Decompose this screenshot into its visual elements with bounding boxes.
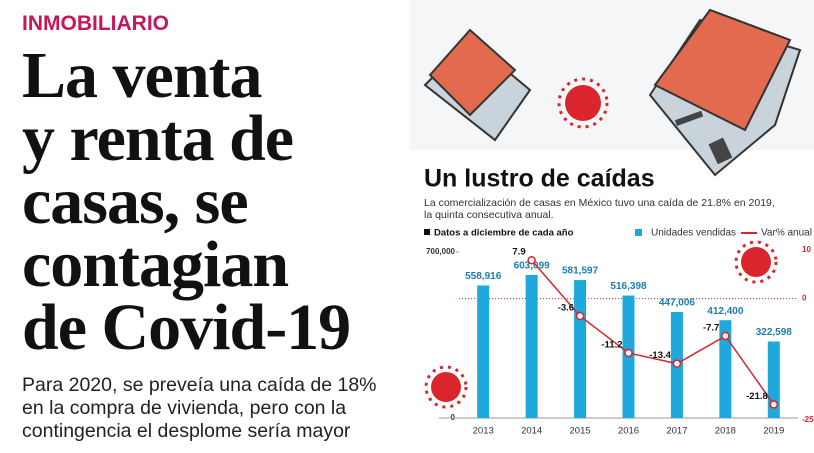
headline-line: y renta de (22, 102, 294, 175)
bar (719, 320, 732, 418)
x-tick-label: 2019 (763, 426, 784, 437)
headline-line: contagian (22, 228, 289, 301)
x-tick-label: 2013 (473, 426, 494, 437)
line-value-label: -13.4 (649, 350, 671, 361)
y-tick-label: 700,000 (426, 247, 455, 256)
headline: La venta y renta de casas, se contagian … (22, 39, 351, 364)
chart-title: Un lustro de caídas (424, 165, 655, 193)
virus (557, 77, 609, 129)
bar-value-label: 516,398 (610, 281, 647, 292)
chart-description: La comercialización de casas en México t… (424, 197, 775, 209)
line-point (672, 359, 682, 368)
chart-description: la quinta consecutiva anual. (424, 209, 554, 221)
line (531, 259, 775, 405)
subtitle-line: contingencia el desplome sería mayor (22, 420, 351, 442)
line-value-label: -11.2 (601, 339, 622, 350)
chart-note: Datos a diciembre de cada año (434, 228, 574, 239)
y2-tick-label: 0 (802, 294, 807, 303)
headline-line: La venta (22, 39, 263, 112)
line-point (721, 331, 730, 341)
section-label: INMOBILIARIO (22, 12, 169, 35)
line-point (575, 311, 585, 321)
subtitle-line: en la compra de vivienda, pero con la (22, 397, 347, 419)
line-value-label: 7.9 (512, 247, 525, 258)
legend-label: Var% anual (761, 228, 812, 239)
line-point (624, 348, 633, 358)
bar (767, 341, 780, 418)
legend-swatch (635, 229, 642, 236)
house-window (674, 110, 704, 126)
virus (424, 365, 468, 409)
y2-tick-label: -25 (802, 415, 814, 424)
house-door (708, 137, 733, 165)
bar-value-label: 322,598 (756, 327, 793, 338)
bar-value-label: 447,006 (659, 298, 696, 309)
x-tick-label: 2017 (666, 426, 687, 437)
house-roof (653, 8, 792, 132)
headline-line: de Covid-19 (22, 291, 351, 364)
x-tick-label: 2014 (521, 426, 542, 437)
virus (734, 240, 778, 284)
line-value-label: -7.7 (703, 322, 719, 333)
bar (525, 274, 538, 418)
bar-value-label: 412,400 (707, 306, 744, 317)
legend-label: Unidades vendidas (651, 228, 736, 239)
bar-value-label: 603,099 (514, 261, 551, 272)
x-tick-label: 2018 (715, 426, 736, 437)
subtitle: Para 2020, se preveía una caída de 18% e… (22, 374, 377, 443)
bar (477, 285, 490, 418)
bar-value-label: 581,597 (562, 266, 599, 277)
x-tick-label: 2016 (618, 426, 639, 437)
subtitle-line: Para 2020, se preveía una caída de 18% (22, 374, 377, 396)
y2-tick-label: 10 (802, 245, 811, 254)
line-value-label: -3.6 (558, 303, 574, 314)
bar-value-label: 558,916 (465, 271, 502, 282)
x-tick-label: 2015 (570, 426, 591, 437)
line-value-label: -21.8 (746, 391, 768, 402)
headline-line: casas, se (22, 165, 249, 238)
line-point (769, 400, 779, 409)
illustration (410, 0, 814, 409)
note-icon (424, 229, 430, 235)
house-roof (428, 28, 517, 117)
line-point (527, 255, 536, 265)
bar (574, 280, 587, 418)
